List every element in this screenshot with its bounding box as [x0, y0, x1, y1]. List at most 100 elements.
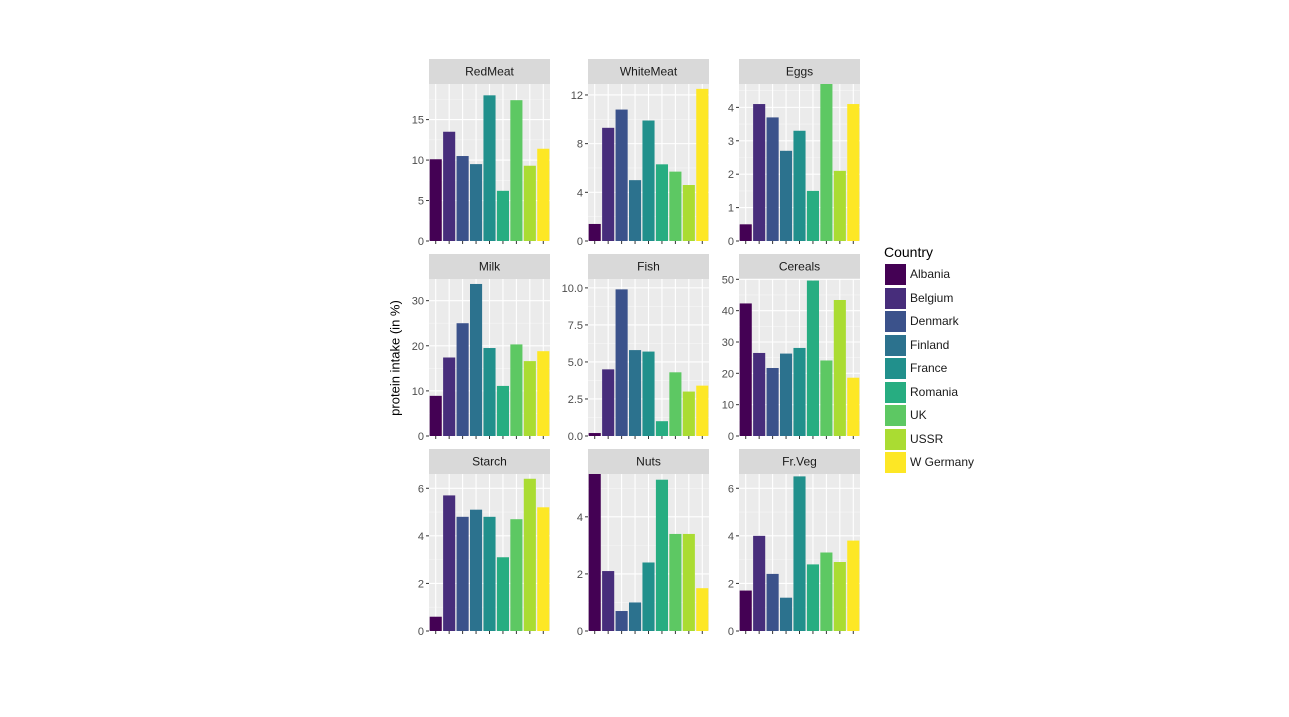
y-tick-label: 5.0 — [568, 357, 583, 369]
bar-ussr — [833, 299, 846, 436]
bar-romania — [496, 190, 509, 241]
legend-item: Belgium — [884, 287, 953, 311]
y-tick-label: 10.0 — [562, 283, 583, 295]
bar-romania — [496, 557, 509, 631]
legend-swatch — [885, 452, 906, 473]
bar-denmark — [456, 516, 469, 631]
panel-strip — [588, 59, 709, 84]
legend-swatch — [885, 334, 906, 356]
bar-finland — [780, 150, 793, 241]
panel-title: Eggs — [786, 65, 813, 79]
bar-w-germany — [696, 588, 709, 631]
y-tick-label: 30 — [722, 337, 734, 349]
bar-ussr — [833, 562, 846, 631]
bar-albania — [739, 303, 752, 436]
bar-france — [642, 120, 655, 241]
panel-title: Starch — [472, 455, 507, 469]
legend-label: France — [910, 361, 948, 375]
bar-uk — [669, 372, 682, 436]
panel-strip — [739, 254, 860, 279]
legend-item: Albania — [884, 263, 950, 287]
panel-title: Nuts — [636, 455, 661, 469]
y-tick-label: 4 — [418, 531, 424, 543]
bar-ussr — [523, 478, 536, 631]
legend-label: USSR — [910, 431, 944, 446]
panel-eggs: Eggs 0 1 2 3 4 — [728, 59, 860, 248]
panel-nuts: Nuts 0 2 4 — [577, 449, 709, 638]
bar-ussr — [682, 391, 695, 436]
bar-uk — [510, 519, 523, 631]
bar-albania — [588, 433, 601, 436]
bar-denmark — [766, 573, 779, 631]
bar-w-germany — [696, 385, 709, 436]
y-tick-label: 3 — [728, 136, 734, 148]
bar-belgium — [753, 104, 766, 241]
legend-label: Albania — [910, 267, 951, 281]
bar-belgium — [602, 571, 615, 631]
bar-denmark — [456, 323, 469, 436]
bar-ussr — [682, 185, 695, 241]
bar-finland — [780, 597, 793, 631]
panel-title: Cereals — [779, 260, 820, 274]
bar-belgium — [753, 352, 766, 436]
y-tick-label: 2 — [728, 578, 734, 590]
legend-swatch — [885, 264, 906, 285]
y-tick-label: 10 — [412, 386, 424, 398]
legend-label: UK — [910, 408, 927, 422]
y-tick-label: 4 — [577, 512, 583, 524]
bar-denmark — [615, 289, 628, 436]
bar-france — [642, 562, 655, 631]
bar-ussr — [523, 165, 536, 241]
y-tick-label: 8 — [577, 139, 583, 151]
legend-label: Romania — [910, 384, 959, 399]
y-tick-label: 2 — [577, 569, 583, 581]
panel-strip — [429, 449, 550, 474]
legend-swatch — [885, 405, 906, 426]
legend-swatch — [885, 287, 906, 309]
y-tick-label: 0 — [728, 431, 734, 443]
panel-title: Milk — [479, 260, 501, 274]
bar-albania — [588, 223, 601, 241]
panel-redmeat: RedMeat 0 5 10 15 — [412, 59, 550, 248]
bar-romania — [806, 280, 819, 436]
y-tick-label: 20 — [722, 368, 734, 380]
bar-france — [483, 95, 496, 241]
bar-w-germany — [537, 507, 550, 631]
bar-france — [793, 347, 806, 436]
bar-uk — [820, 84, 833, 241]
bar-belgium — [602, 127, 615, 241]
legend-label: Finland — [910, 337, 950, 352]
bar-france — [483, 348, 496, 436]
bar-france — [793, 476, 806, 631]
legend-swatch — [885, 311, 906, 332]
y-tick-label: 2 — [728, 169, 734, 181]
bar-albania — [429, 395, 442, 436]
y-tick-label: 1 — [728, 203, 734, 215]
legend-item: Romania — [884, 381, 958, 405]
panel-title: Fr.Veg — [782, 455, 817, 469]
panel-fr-veg: Fr.Veg 0 2 4 6 — [728, 449, 860, 638]
panel-whitemeat: WhiteMeat 0 4 8 12 — [571, 59, 709, 248]
bar-france — [483, 516, 496, 631]
panel-strip — [429, 59, 550, 84]
bar-albania — [429, 159, 442, 241]
bar-w-germany — [847, 377, 860, 436]
legend-item: France — [884, 357, 947, 381]
panel-strip — [588, 254, 709, 279]
bar-w-germany — [696, 88, 709, 241]
y-tick-label: 2 — [418, 578, 424, 590]
bar-denmark — [456, 156, 469, 241]
y-tick-label: 4 — [577, 187, 583, 199]
y-tick-label: 0 — [418, 626, 424, 638]
panel-starch: Starch 0 2 4 6 — [418, 449, 550, 638]
y-tick-label: 5 — [418, 196, 424, 208]
bar-denmark — [615, 109, 628, 241]
bar-uk — [510, 100, 523, 241]
y-tick-label: 0.0 — [568, 431, 583, 443]
bar-finland — [780, 353, 793, 436]
y-tick-label: 0 — [418, 431, 424, 443]
legend-label: W Germany — [910, 455, 975, 469]
y-tick-label: 6 — [418, 483, 424, 495]
y-tick-label: 6 — [728, 483, 734, 495]
bar-w-germany — [537, 351, 550, 436]
